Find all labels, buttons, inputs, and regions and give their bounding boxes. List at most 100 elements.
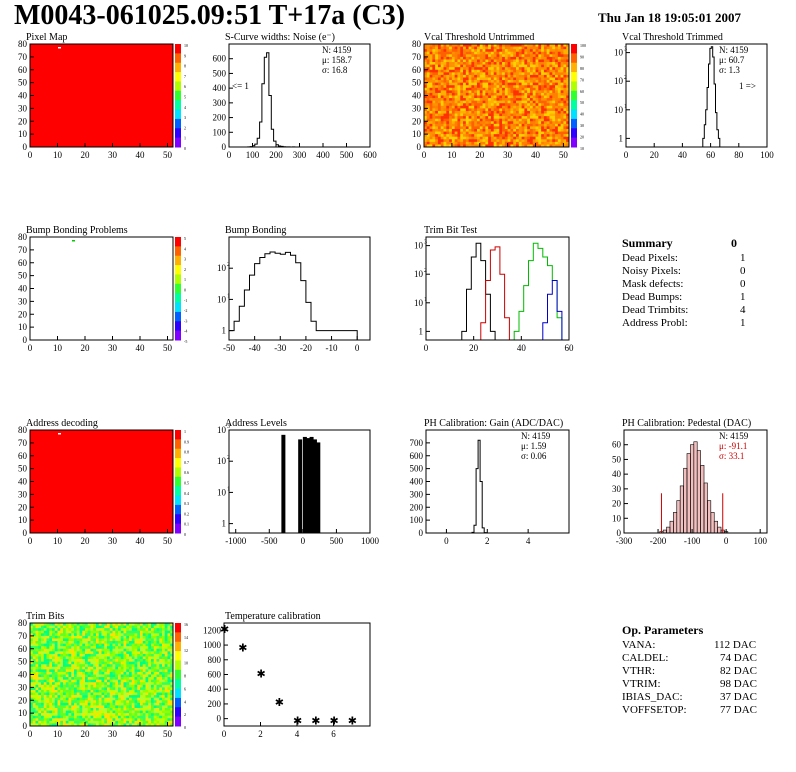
op-param-label: CALDEL: xyxy=(622,652,669,664)
heatmap-cell xyxy=(148,641,152,644)
heatmap-cell xyxy=(557,59,561,63)
heatmap-cell xyxy=(153,705,157,709)
heatmap-cell xyxy=(74,661,78,665)
heatmap-cell xyxy=(109,628,113,632)
heatmap-cell xyxy=(454,80,458,83)
heatmap-cell xyxy=(504,113,508,117)
heatmap-cell xyxy=(54,628,58,632)
heatmap-cell xyxy=(460,72,464,76)
heatmap-cell xyxy=(549,80,553,83)
heatmap-cell xyxy=(513,80,517,83)
heatmap-cell xyxy=(63,653,67,657)
heatmap-cell xyxy=(63,656,67,660)
heatmap-cell xyxy=(521,51,525,55)
x-tick-label: 50 xyxy=(163,343,173,353)
x-tick-label: 100 xyxy=(246,150,260,160)
y-tick-label: 20 xyxy=(18,695,28,705)
heatmap-cell xyxy=(142,666,146,670)
heatmap-cell xyxy=(49,664,53,668)
heatmap-cell xyxy=(482,95,486,99)
heatmap-cell xyxy=(449,123,453,127)
heatmap-cell xyxy=(170,700,174,704)
color-scale-segment xyxy=(571,90,577,101)
heatmap-cell xyxy=(426,80,430,83)
heatmap-cell xyxy=(101,641,105,644)
heatmap-cell xyxy=(82,718,86,722)
x-tick-label: -200 xyxy=(650,536,667,546)
heatmap-cell xyxy=(538,54,542,58)
heatmap-cell xyxy=(507,108,511,112)
heatmap-cell xyxy=(134,684,138,688)
heatmap-cell xyxy=(87,692,91,696)
heatmap-cell xyxy=(560,92,564,96)
heatmap-cell xyxy=(521,67,525,71)
y-tick-label: 10 xyxy=(18,515,28,525)
heatmap-cell xyxy=(529,54,534,58)
heatmap-cell xyxy=(535,64,539,68)
heatmap-cell xyxy=(65,723,69,727)
heatmap-cell xyxy=(159,710,163,714)
heatmap-cell xyxy=(429,51,433,55)
heatmap-cell xyxy=(98,628,102,632)
heatmap-cell xyxy=(527,123,531,127)
heatmap-cell xyxy=(499,64,503,68)
heatmap-cell xyxy=(521,56,525,60)
heatmap-cell xyxy=(32,628,36,632)
heatmap-cell xyxy=(41,707,45,711)
heatmap-cell xyxy=(96,695,100,698)
heatmap-cell xyxy=(101,718,105,722)
heatmap-cell xyxy=(529,69,534,73)
heatmap-cell xyxy=(79,669,83,673)
heatmap-cell xyxy=(496,69,500,73)
heatmap-cell xyxy=(107,674,111,678)
heatmap-cell xyxy=(43,643,47,647)
color-scale-tick: 10 xyxy=(580,146,584,151)
heatmap-cell xyxy=(482,87,486,91)
heatmap-cell xyxy=(552,54,556,58)
heatmap-cell xyxy=(148,702,152,706)
heatmap-cell xyxy=(52,718,56,722)
heatmap-cell xyxy=(98,661,102,665)
heatmap-cell xyxy=(549,139,553,143)
heatmap-cell xyxy=(46,682,50,686)
heatmap-cell xyxy=(131,718,135,722)
heatmap-cell xyxy=(79,638,83,642)
heatmap-cell xyxy=(93,661,97,665)
heatmap-cell xyxy=(479,116,483,119)
heatmap-cell xyxy=(507,87,511,91)
heatmap-cell xyxy=(142,682,146,686)
heatmap-cell xyxy=(521,64,525,68)
heatmap-cell xyxy=(485,118,489,122)
heatmap-cell xyxy=(76,682,80,686)
heatmap-cell xyxy=(145,625,149,629)
heatmap-cell xyxy=(35,718,39,722)
heatmap-cell xyxy=(449,139,453,143)
heatmap-cell xyxy=(555,74,559,78)
heatmap-cell xyxy=(493,144,497,148)
heatmap-cell xyxy=(454,44,458,47)
heatmap-cell xyxy=(460,64,464,68)
heatmap-cell xyxy=(457,67,461,71)
heatmap-cell xyxy=(90,674,94,678)
heatmap-cell xyxy=(85,669,89,673)
heatmap-cell xyxy=(493,116,497,119)
heatmap-cell xyxy=(115,715,119,719)
heatmap-cell xyxy=(476,92,481,96)
heatmap-cell xyxy=(151,715,155,719)
heatmap-cell xyxy=(96,659,100,662)
heatmap-cell xyxy=(57,653,61,657)
heatmap-cell xyxy=(451,126,455,130)
heatmap-cell xyxy=(532,54,536,58)
heatmap-cell xyxy=(535,80,539,83)
heatmap-cell xyxy=(153,718,157,722)
heatmap-cell xyxy=(429,123,433,127)
heatmap-cell xyxy=(162,633,166,637)
stats-text: μ: 60.7 xyxy=(719,55,745,65)
heatmap-cell xyxy=(57,646,61,650)
heatmap-cell xyxy=(159,718,163,722)
heatmap-cell xyxy=(115,684,119,688)
color-scale-tick: 9 xyxy=(184,53,186,58)
heatmap-cell xyxy=(120,702,124,706)
heatmap-cell xyxy=(529,131,534,135)
heatmap-cell xyxy=(87,710,91,714)
